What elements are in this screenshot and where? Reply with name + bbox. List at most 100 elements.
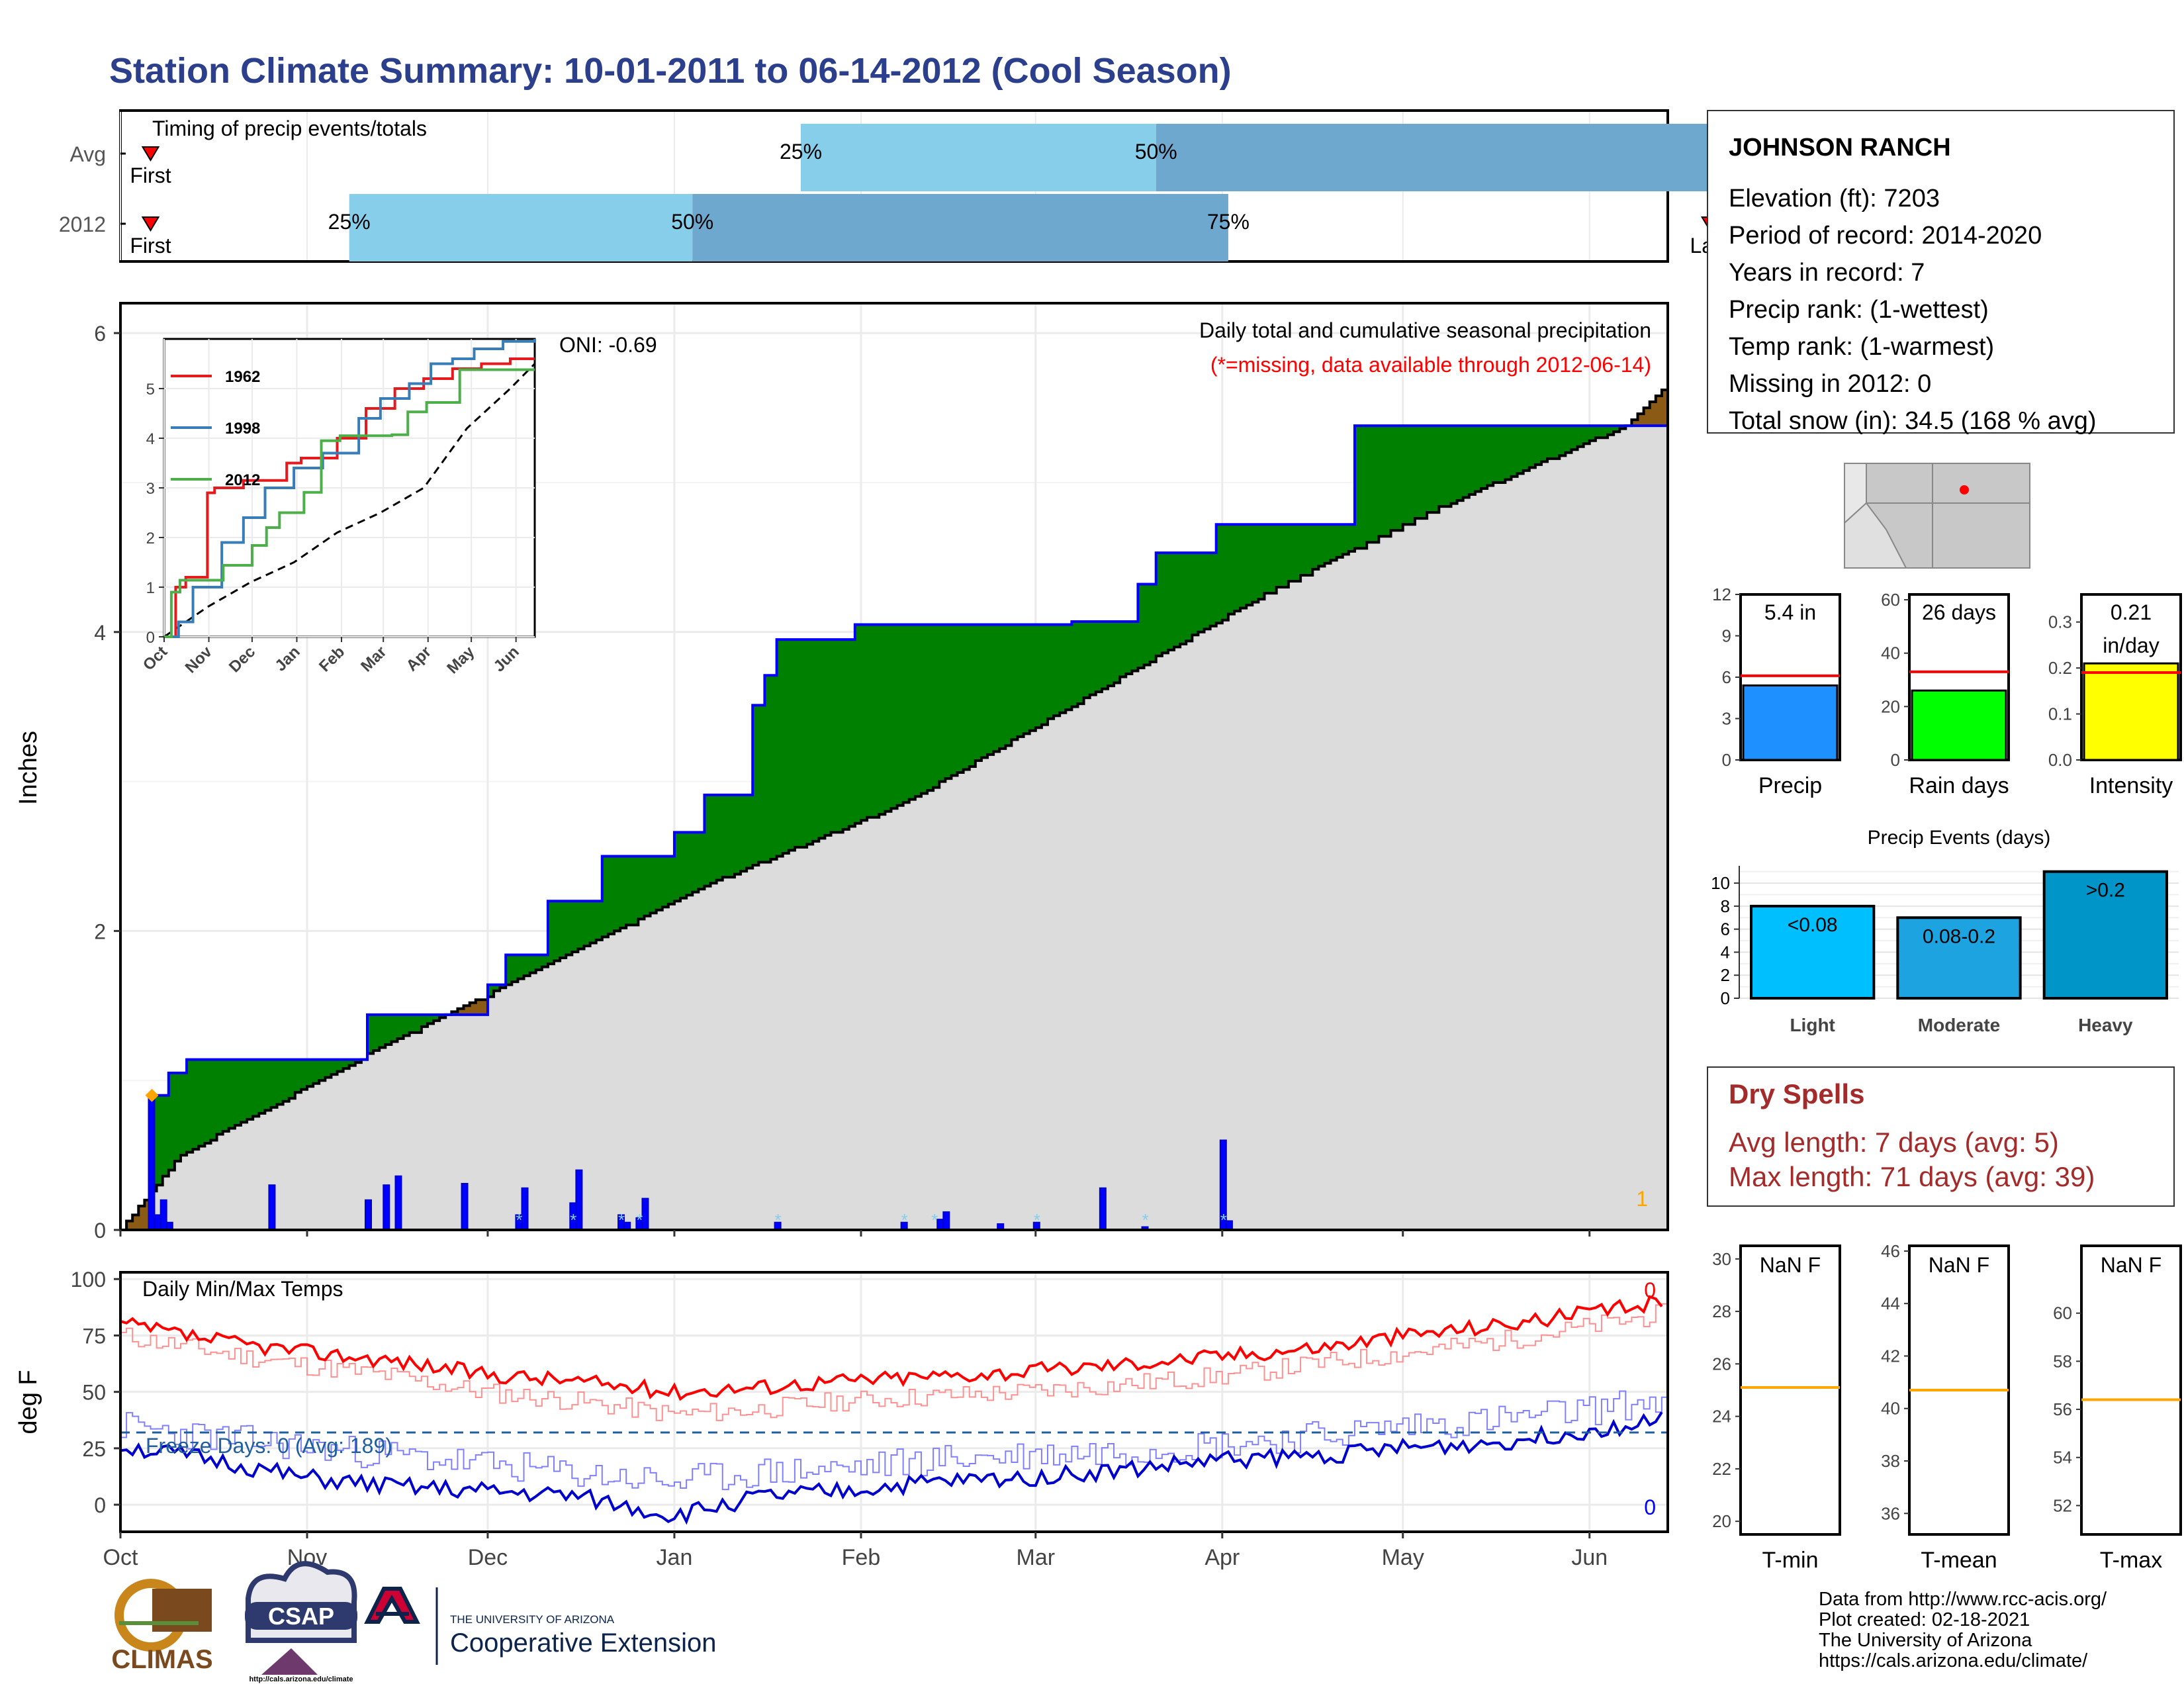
first-label: First	[130, 164, 171, 187]
small-chart-value-label: 0.21	[2111, 600, 2152, 624]
events-ytick-label: 0	[1721, 988, 1730, 1008]
avg-max-line	[120, 1303, 1668, 1421]
precip-panel: * * * * * * * * * * 0 2 4 6 Inches Daily total and c…	[15, 302, 1669, 1243]
observed-step-line	[120, 424, 1668, 1231]
daily-precip-bar	[942, 1211, 950, 1231]
missing-marker: *	[618, 1210, 625, 1230]
temp-mini-chart-t-mean: 36 38 40 42 44 46 NaN F T-mean	[1881, 1241, 2010, 1573]
timing-bar-q2	[1156, 124, 1764, 191]
daily-precip-bar	[1099, 1187, 1107, 1231]
temp-xtick-label: Apr	[1205, 1545, 1240, 1570]
station-line-0: Elevation (ft): 7203	[1729, 185, 1940, 212]
temp-mini-ytick-label: 24	[1712, 1407, 1731, 1427]
ua-small-text: THE UNIVERSITY OF ARIZONA	[450, 1613, 615, 1626]
temp-ytick-label: 0	[94, 1493, 106, 1517]
temp-mini-value-label: NaN F	[1760, 1253, 1821, 1277]
temp-mini-ytick-label: 28	[1712, 1301, 1731, 1321]
missing-marker: *	[1220, 1210, 1227, 1230]
temp-mini-chart-t-min: 20 22 24 26 28 30 NaN F T-min	[1712, 1244, 1841, 1573]
temp-title: Daily Min/Max Temps	[142, 1277, 343, 1301]
small-chart-value-label: in/day	[2103, 633, 2159, 657]
small-chart-ytick-label: 0	[1891, 750, 1900, 770]
temp-mini-frame	[1739, 1244, 1841, 1536]
events-ytick-label: 4	[1721, 942, 1730, 962]
missing-marker: *	[931, 1210, 938, 1230]
temp-mini-ytick-label: 30	[1712, 1249, 1731, 1269]
small-bar-chart-intensity: 0.0 0.1 0.2 0.3 0.21 in/day Intensity	[2048, 593, 2182, 798]
temp-mini-ytick-label: 20	[1712, 1511, 1731, 1531]
station-line-5: Missing in 2012: 0	[1729, 370, 1931, 398]
timing-q50-label: 50%	[1135, 140, 1177, 164]
small-chart-ytick-label: 40	[1881, 643, 1900, 663]
inset-ytick-label: 5	[146, 381, 155, 399]
station-info-box: JOHNSON RANCH Elevation (ft): 7203 Perio…	[1707, 110, 2175, 435]
obs-min-line	[120, 1411, 1663, 1525]
first-marker	[141, 216, 160, 232]
ylabel-inches: Inches	[15, 731, 42, 805]
inset-ytick-label: 0	[146, 629, 155, 647]
temp-mini-ytick-label: 58	[2053, 1351, 2072, 1371]
timing-bar-q1	[349, 194, 693, 261]
small-chart-ytick-label: 3	[1722, 709, 1731, 729]
events-ytick-label: 10	[1711, 873, 1730, 893]
temp-mini-ytick-label: 22	[1712, 1459, 1731, 1479]
small-chart-ytick-label: 0.1	[2048, 704, 2072, 724]
temp-xtick-label: Mar	[1017, 1545, 1056, 1570]
station-line-2: Years in record: 7	[1729, 259, 1925, 287]
inset-series-1998	[164, 339, 536, 638]
small-chart-ytick-label: 12	[1712, 585, 1731, 604]
temp-top-count: 0	[1644, 1278, 1656, 1302]
timing-q25-label: 25%	[328, 210, 371, 234]
small-chart-ytick-label: 0.0	[2048, 750, 2072, 770]
temp-ytick-label: 100	[71, 1268, 106, 1291]
first-event-marker	[145, 1088, 159, 1102]
daily-precip-bar	[159, 1199, 167, 1231]
missing-marker: *	[570, 1210, 576, 1230]
event-category-label: Light	[1790, 1015, 1835, 1035]
temp-mini-ytick-label: 38	[1881, 1451, 1900, 1471]
temp-xtick-label: Dec	[468, 1545, 508, 1570]
temp-mini-ytick-label: 36	[1881, 1503, 1900, 1523]
precip-ytick-label: 2	[94, 919, 106, 943]
daily-precip-bar	[148, 1094, 156, 1231]
ua-logo: THE UNIVERSITY OF ARIZONA Cooperative Ex…	[364, 1587, 716, 1665]
missing-marker: *	[901, 1210, 908, 1230]
daily-precip-bar	[521, 1187, 529, 1231]
timing-panel: Timing of precip events/totals Avg 25% 50%…	[59, 109, 1786, 263]
daily-precip-bar	[641, 1197, 649, 1231]
credit-line-2: The University of Arizona	[1819, 1630, 2032, 1651]
daily-precip-bar	[461, 1183, 469, 1231]
precip-subtitle: (*=missing, data available through 2012-…	[1210, 353, 1651, 377]
temp-mini-ytick-label: 40	[1881, 1399, 1900, 1419]
csap-logo: CSAP http://cals.arizona.edu/climate	[245, 1561, 357, 1683]
temp-mini-ytick-label: 42	[1881, 1346, 1900, 1366]
station-line-6: Total snow (in): 34.5 (168 % avg)	[1729, 407, 2097, 435]
climas-logo: CLIMAS	[111, 1579, 213, 1674]
credit-line-3: https://cals.arizona.edu/climate/	[1819, 1650, 2088, 1671]
footer-credits: Data from http://www.rcc-acis.org/ Plot …	[1819, 1589, 2107, 1671]
avg-min-line	[120, 1390, 1668, 1491]
small-chart-ytick-label: 0	[1722, 750, 1731, 770]
missing-marker: *	[636, 1210, 643, 1230]
temp-mini-ytick-label: 56	[2053, 1399, 2072, 1419]
small-bar-chart-rain-days: 0 20 40 60 26 days Rain days	[1881, 590, 2010, 798]
csap-url: http://cals.arizona.edu/climate	[249, 1675, 353, 1683]
dry-spells-box: Dry Spells Avg length: 7 days (avg: 5) M…	[1707, 1066, 2175, 1207]
daily-precip-bar	[936, 1219, 944, 1231]
temp-mini-ytick-label: 46	[1881, 1241, 1900, 1261]
precip-ytick-label: 0	[94, 1219, 106, 1243]
timing-bar-q2	[692, 194, 1228, 261]
event-bar-light	[1750, 904, 1876, 1000]
missing-marker: *	[775, 1210, 782, 1230]
small-chart-bar	[2083, 662, 2179, 761]
event-bar-label: <0.08	[1788, 914, 1838, 936]
missing-marker: *	[1142, 1210, 1148, 1230]
temp-mini-frame	[2080, 1244, 2182, 1536]
small-chart-bar	[1911, 689, 2007, 761]
surplus-area	[150, 426, 1626, 1192]
timing-label: Timing of precip events/totals	[152, 117, 427, 140]
station-line-1: Period of record: 2014-2020	[1729, 222, 2042, 250]
temp-mini-value-label: NaN F	[1929, 1253, 1989, 1277]
temp-xtick-label: Feb	[842, 1545, 881, 1570]
